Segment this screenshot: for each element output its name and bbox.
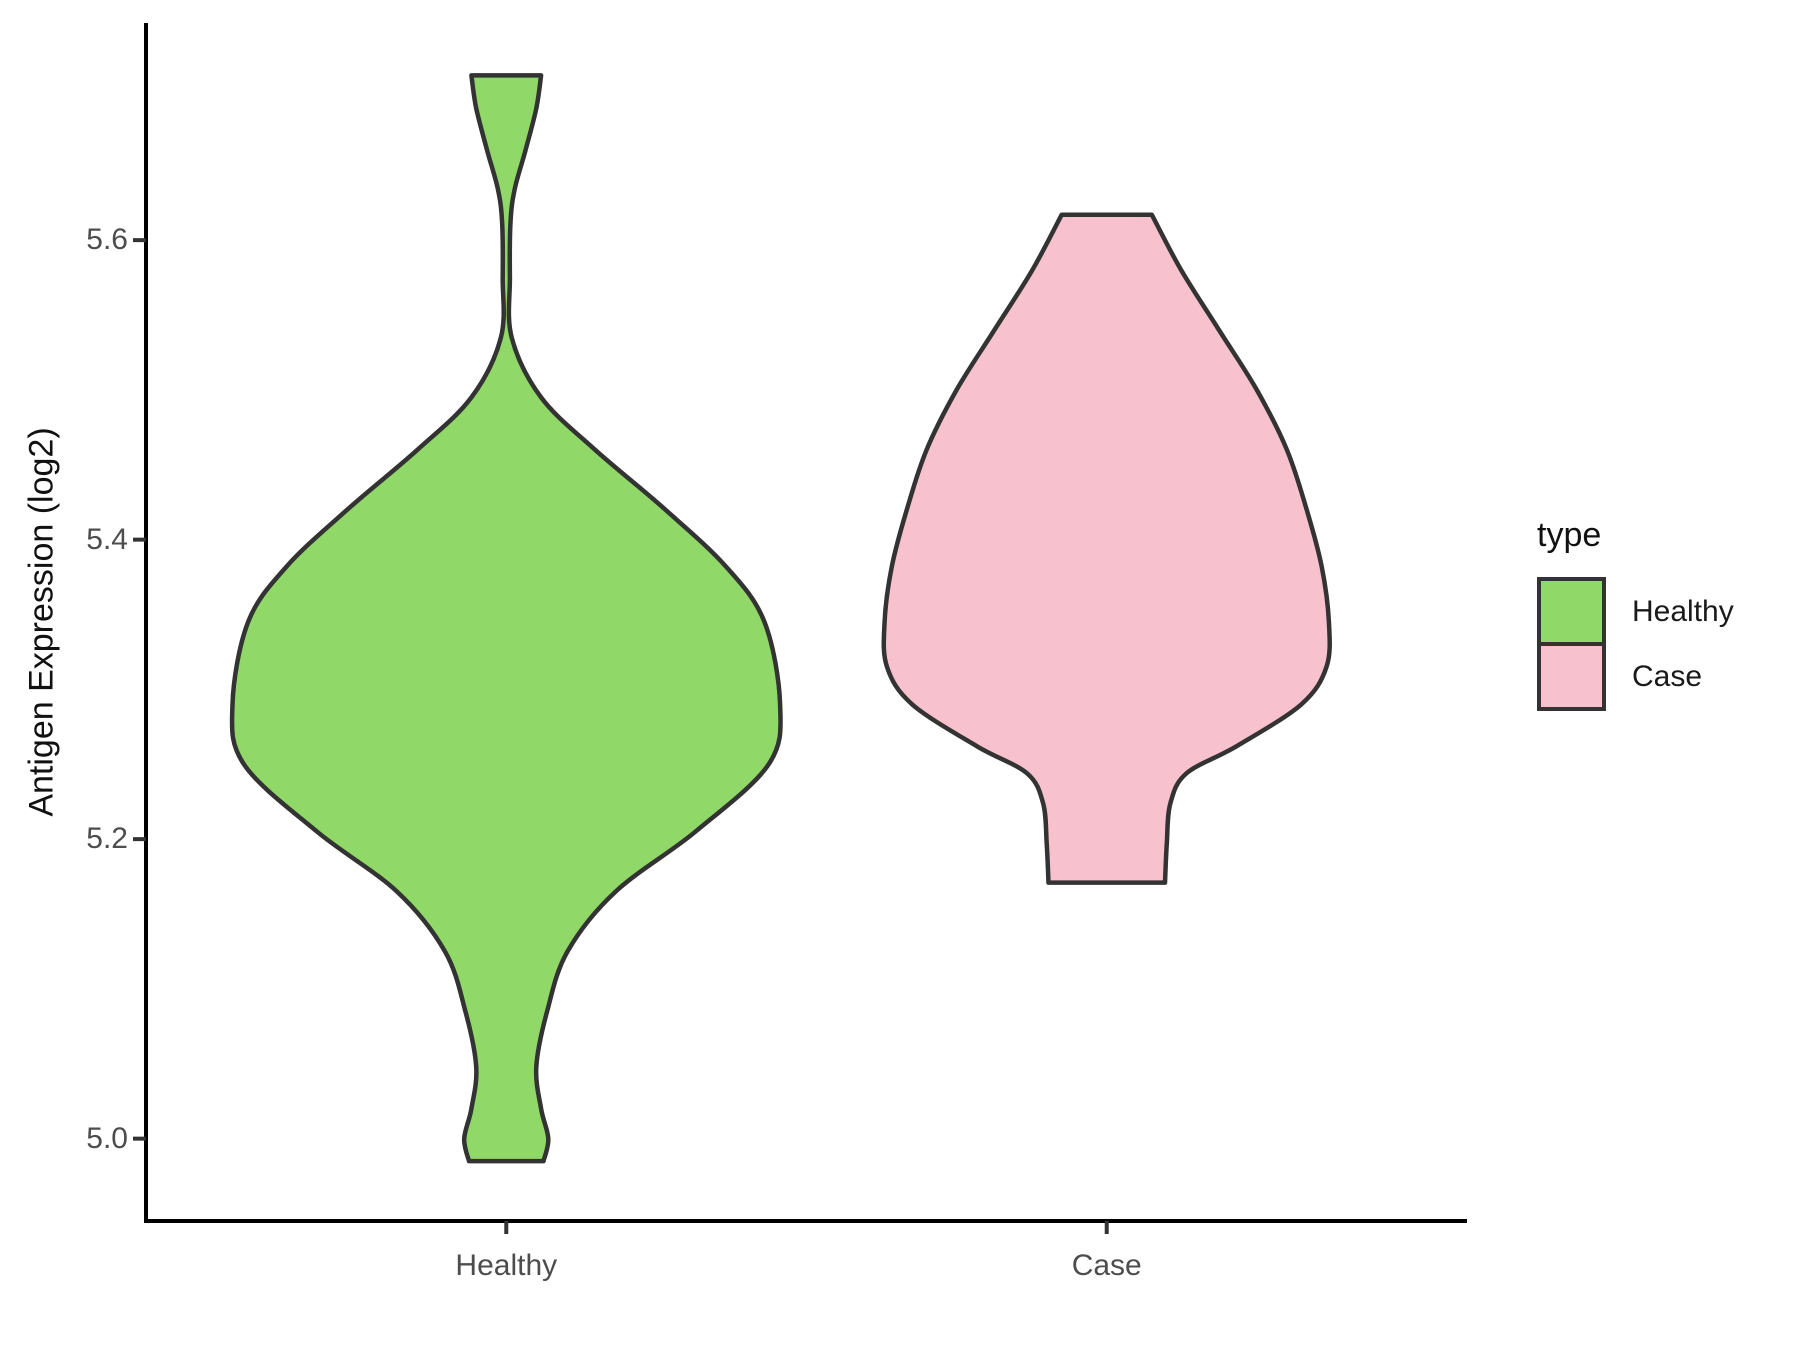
legend-label-case: Case [1632, 659, 1703, 693]
y-tick-label: 5.4 [86, 522, 128, 556]
legend-item-healthy: Healthy [1537, 577, 1734, 646]
y-tick-label: 5.0 [86, 1121, 128, 1155]
y-tick-label: 5.2 [86, 822, 128, 856]
legend-label-healthy: Healthy [1632, 594, 1734, 628]
violin-case [881, 212, 1332, 885]
legend: type Healthy Case [1537, 516, 1734, 711]
x-category-label-case: Case [1071, 1249, 1142, 1282]
y-axis-title: Antigen Expression (log2) [22, 427, 61, 817]
legend-item-case: Case [1537, 642, 1734, 711]
legend-title: type [1537, 516, 1602, 554]
violin-healthy [229, 73, 783, 1164]
legend-key-case-swatch [1537, 642, 1606, 711]
y-tick-label: 5.6 [86, 223, 128, 257]
legend-key-healthy-swatch [1537, 577, 1606, 646]
x-category-label-healthy: Healthy [455, 1249, 558, 1282]
